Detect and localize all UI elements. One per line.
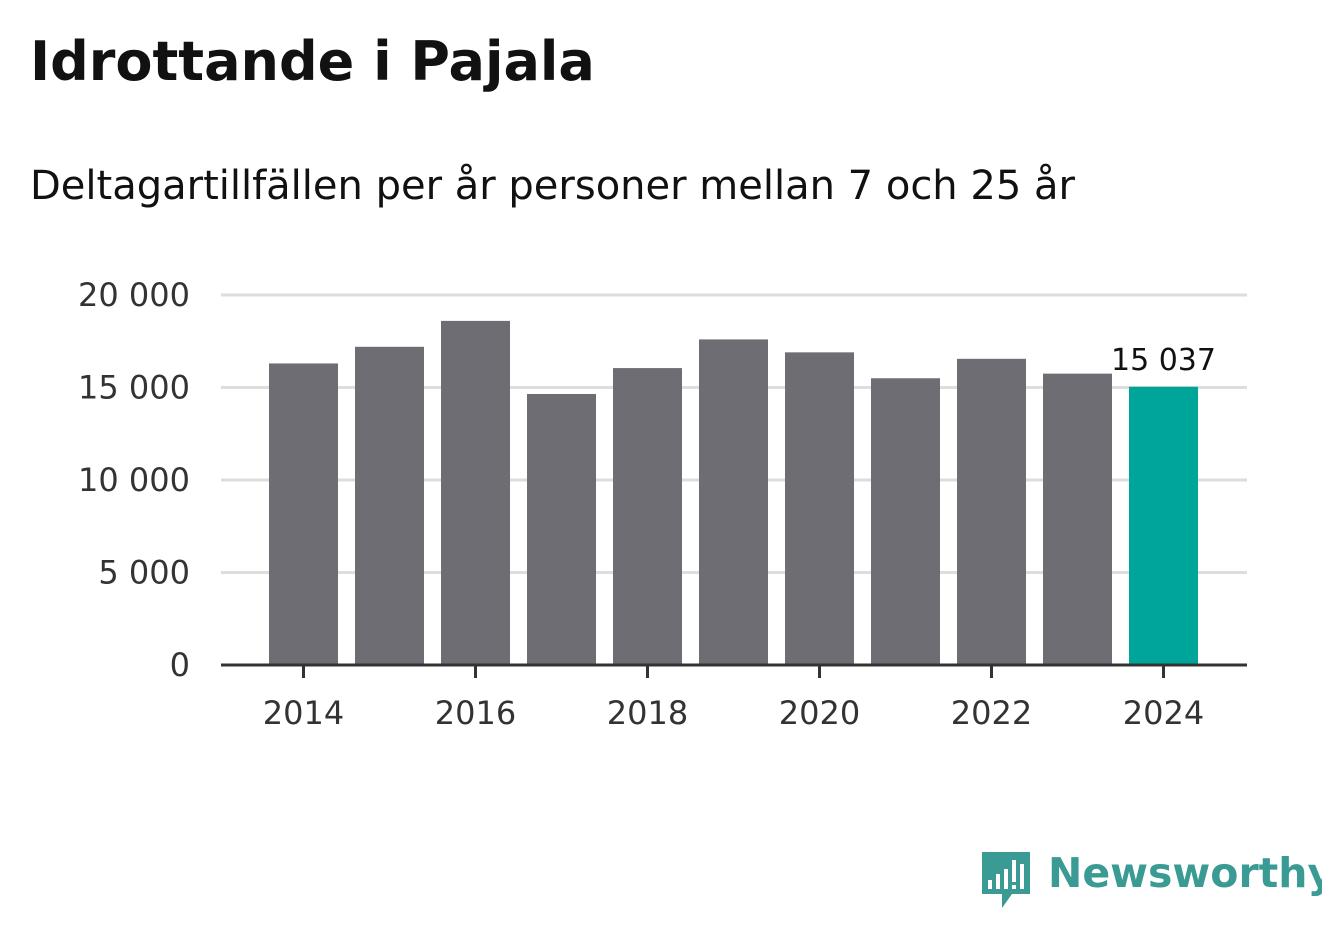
x-tick-label: 2024 xyxy=(1123,694,1204,732)
x-tick-label: 2020 xyxy=(779,694,860,732)
newsworthy-logo-icon xyxy=(982,852,1030,908)
y-tick-label: 0 xyxy=(170,646,190,684)
y-tick-label: 15 000 xyxy=(78,369,190,407)
bar-2015 xyxy=(355,346,424,665)
axes: 0 5 000 10 000 15 000 20 000 2014 2016 2018 2020… xyxy=(78,276,1247,732)
data-label-2024: 15 037 xyxy=(1111,343,1216,378)
y-tick-label: 20 000 xyxy=(78,276,190,314)
chart-subtitle: Deltagartillfällen per år personer mella… xyxy=(30,163,1075,209)
bars xyxy=(269,320,1198,665)
x-tick-label: 2016 xyxy=(435,694,516,732)
x-tick-label: 2018 xyxy=(607,694,688,732)
data-labels: 15 037 xyxy=(1111,343,1216,378)
bar-2022 xyxy=(957,358,1026,665)
bar-2023 xyxy=(1043,373,1112,665)
y-tick-label: 5 000 xyxy=(98,554,190,592)
bar-2018 xyxy=(613,368,682,665)
chart-title: Idrottande i Pajala xyxy=(30,30,595,93)
brand-name: Newsworthy xyxy=(1048,849,1322,897)
x-tick-label: 2022 xyxy=(951,694,1032,732)
bar-2020 xyxy=(785,352,854,665)
y-tick-label: 10 000 xyxy=(78,461,190,499)
bar-2021 xyxy=(871,378,940,665)
bar-2016 xyxy=(441,320,510,665)
newsworthy-logo[interactable]: Newsworthy xyxy=(980,850,1322,912)
bar-2014 xyxy=(269,363,338,665)
bar-2019 xyxy=(699,339,768,665)
x-tick-label: 2014 xyxy=(263,694,344,732)
bar-2017 xyxy=(527,393,596,665)
bar-2024 xyxy=(1129,386,1198,665)
